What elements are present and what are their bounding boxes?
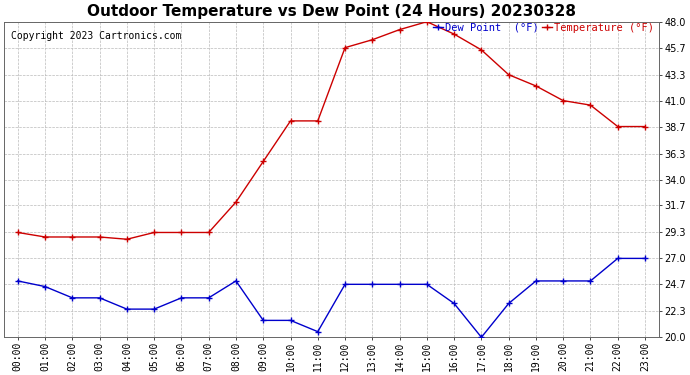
Text: Copyright 2023 Cartronics.com: Copyright 2023 Cartronics.com: [11, 31, 181, 41]
Title: Outdoor Temperature vs Dew Point (24 Hours) 20230328: Outdoor Temperature vs Dew Point (24 Hou…: [87, 4, 576, 19]
Legend: Dew Point  (°F), Temperature (°F): Dew Point (°F), Temperature (°F): [428, 19, 659, 37]
